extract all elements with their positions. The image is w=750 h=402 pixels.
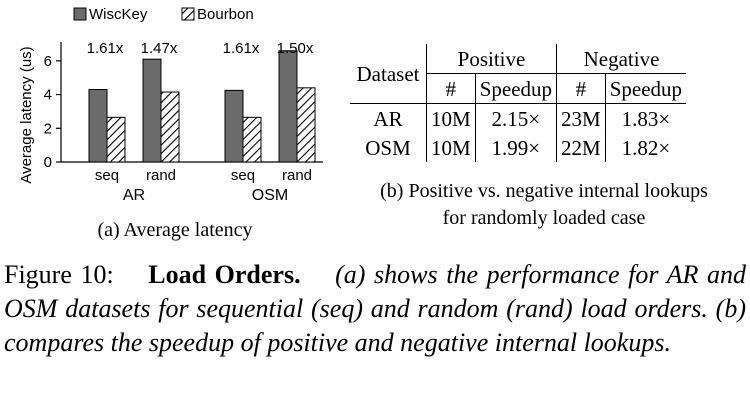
cell-pos-speedup: 2.15× (474, 103, 557, 133)
x-tick-label: seq (231, 167, 255, 184)
header-neg-count: # (556, 73, 606, 104)
y-tick-label: 0 (44, 154, 52, 171)
cell-pos-count: 10M (426, 103, 476, 133)
header-positive: Positive (425, 44, 557, 74)
figure-caption-body: (a) shows the performance for AR and OSM… (4, 260, 746, 357)
y-tick-label: 2 (44, 120, 52, 137)
table-row: OSM 10M 1.99× 22M 1.82× (350, 133, 687, 162)
group-label: OSM (252, 187, 288, 204)
table-row: AR 10M 2.15× 23M 1.83× (350, 103, 687, 133)
speedup-annotation: 1.47x (141, 40, 178, 57)
x-tick-label: rand (146, 167, 176, 184)
figure-label: Figure 10: (4, 260, 114, 289)
bar-wisckey-osm-rand (278, 50, 298, 163)
figure-caption: Figure 10: Load Orders. (a) shows the pe… (4, 258, 746, 360)
legend-swatch-wisckey (73, 7, 87, 21)
y-axis-label: Average latency (us) (18, 46, 35, 183)
bar-bourbon-ar-seq (106, 116, 126, 163)
cell-neg-count: 23M (556, 103, 606, 133)
subcaption-b-line-2: for randomly loaded case (442, 207, 646, 229)
cell-dataset: OSM (365, 135, 411, 160)
bar-bourbon-osm-rand (296, 87, 316, 163)
y-tick-label: 6 (44, 53, 52, 70)
group-label: AR (123, 187, 145, 204)
bar-wisckey-osm-seq (224, 89, 244, 163)
subcaption-b: (b) Positive vs. negative internal looku… (338, 178, 750, 232)
legend-label-bourbon: Bourbon (197, 6, 254, 23)
speedup-annotation: 1.61x (223, 40, 260, 57)
legend-swatch-bourbon (181, 7, 195, 21)
cell-pos-speedup: 1.99× (474, 133, 557, 162)
header-neg-speedup: Speedup (604, 73, 687, 104)
latency-bar-chart: WiscKey Bourbon Average latency (us) 0 2 4… (18, 6, 323, 204)
bar-bourbon-ar-rand (160, 91, 180, 163)
speedup-annotation: 1.50x (277, 40, 314, 57)
cell-neg-count: 22M (556, 133, 606, 162)
bar-wisckey-ar-seq (88, 89, 108, 163)
subcaption-a: (a) Average latency (97, 219, 253, 241)
bar-bourbon-osm-seq (242, 116, 262, 163)
cell-pos-count: 10M (426, 133, 476, 162)
y-tick-label: 4 (44, 87, 52, 104)
header-dataset: Dataset (356, 61, 420, 86)
bar-wisckey-ar-rand (142, 58, 162, 163)
cell-neg-speedup: 1.83× (604, 103, 687, 133)
x-tick-label: seq (95, 167, 119, 184)
speedup-table: Dataset Positive Negative # Speedup # Sp… (350, 44, 687, 162)
figure-title: Load Orders. (148, 260, 301, 289)
table-header-row-1: Dataset Positive Negative (350, 44, 687, 86)
x-tick-label: rand (282, 167, 312, 184)
speedup-annotation: 1.61x (87, 40, 124, 57)
chart-legend: WiscKey Bourbon (73, 6, 254, 23)
header-negative: Negative (556, 44, 687, 74)
header-pos-count: # (426, 73, 476, 104)
cell-neg-speedup: 1.82× (604, 133, 687, 162)
header-pos-speedup: Speedup (474, 73, 557, 104)
subcaption-b-line-1: (b) Positive vs. negative internal looku… (380, 180, 708, 202)
cell-dataset: AR (350, 103, 427, 133)
legend-label-wisckey: WiscKey (89, 6, 148, 23)
table-header-row-2: # Speedup # Speedup (350, 73, 687, 104)
